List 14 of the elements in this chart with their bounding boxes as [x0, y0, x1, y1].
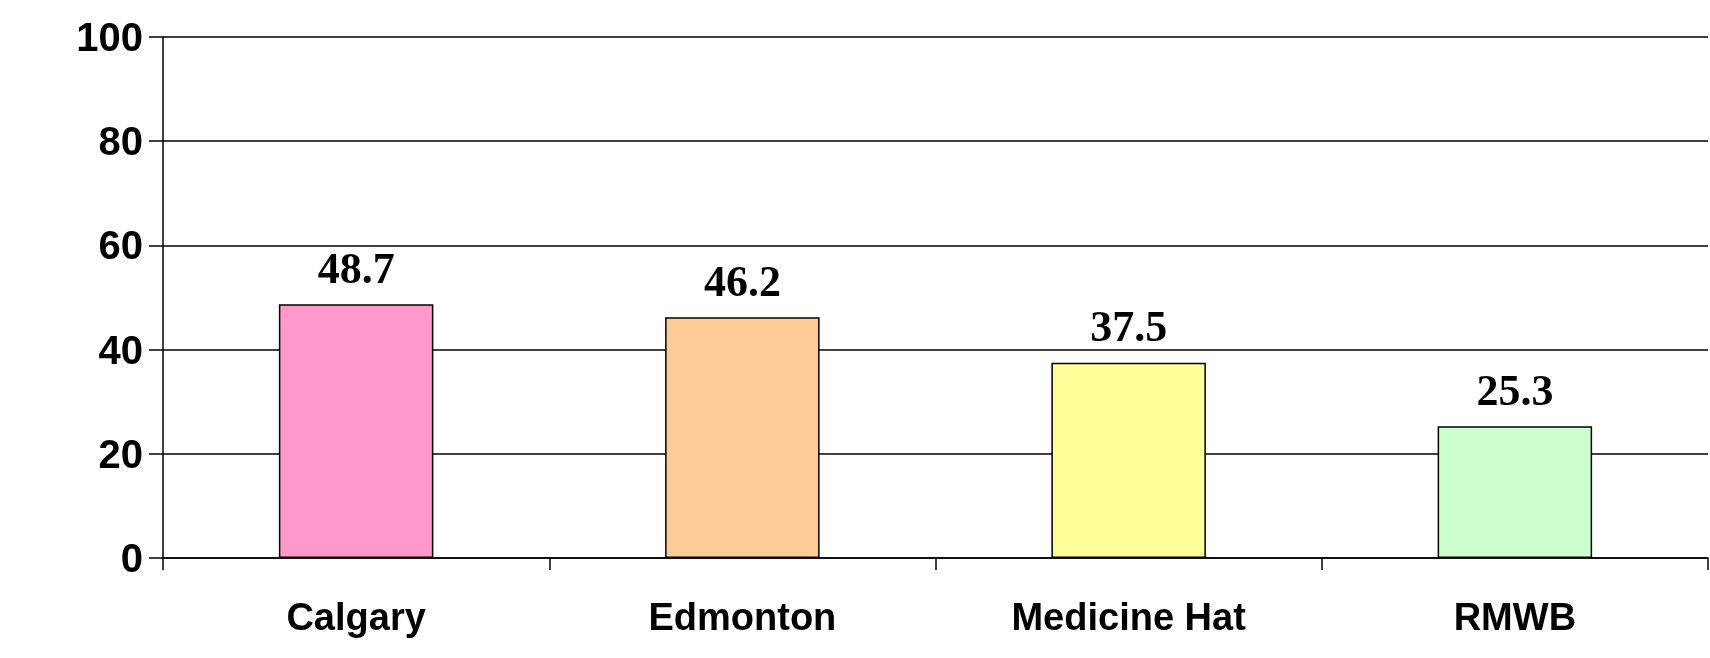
y-tick-label: 0: [120, 536, 143, 580]
y-tick-label: 40: [98, 327, 143, 372]
y-tick-label: 80: [98, 119, 143, 164]
x-tick-label: RMWB: [1453, 596, 1577, 638]
data-label: 25.3: [1476, 365, 1554, 415]
data-label: 48.7: [317, 243, 395, 293]
x-tick-label: Medicine Hat: [1011, 596, 1247, 638]
y-tick-label: 100: [76, 15, 143, 59]
y-tick-label: 20: [98, 431, 143, 476]
data-label: 46.2: [703, 256, 781, 306]
data-label: 37.5: [1090, 302, 1168, 352]
x-tick-label: Edmonton: [648, 596, 837, 638]
x-tick-label: Calgary: [286, 596, 426, 638]
y-tick-label: 60: [98, 223, 143, 268]
